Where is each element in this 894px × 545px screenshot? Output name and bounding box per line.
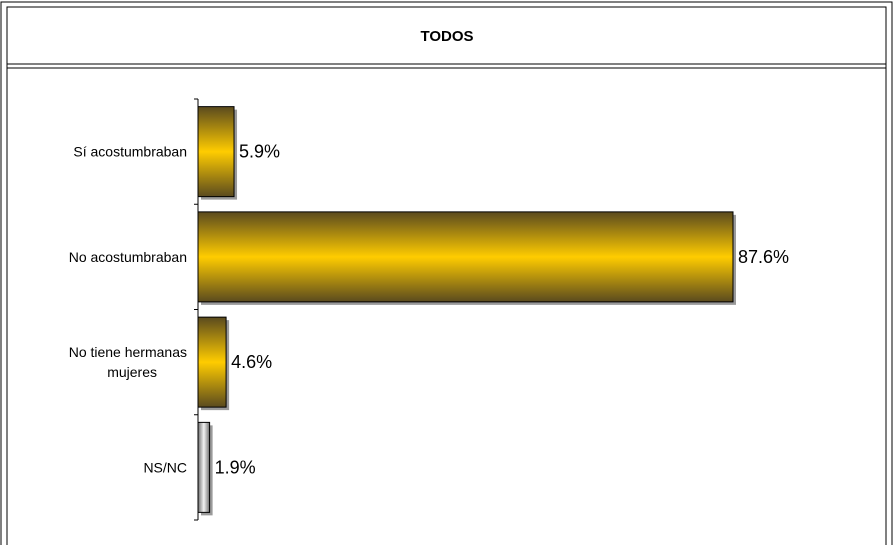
category-label: Sí acostumbraban <box>73 144 187 160</box>
bar-3 <box>197 316 227 408</box>
category-label: No acostumbraban <box>69 249 187 265</box>
bar-2 <box>197 211 734 303</box>
category-label: No tiene hermanas mujeres <box>69 344 187 380</box>
inner-border <box>6 6 887 545</box>
data-label: 1.9% <box>215 457 256 477</box>
data-label: 4.6% <box>231 352 272 372</box>
data-label: 5.9% <box>239 142 280 162</box>
data-label: 87.6% <box>738 247 789 267</box>
category-label: NS/NC <box>143 459 187 475</box>
bar-4 <box>197 421 211 513</box>
bar-1 <box>197 106 235 198</box>
chart-title: TODOS <box>420 28 474 45</box>
plot-area: 5.9% Sí acostumbraban 87.6% No acostumbraba… <box>69 98 789 521</box>
